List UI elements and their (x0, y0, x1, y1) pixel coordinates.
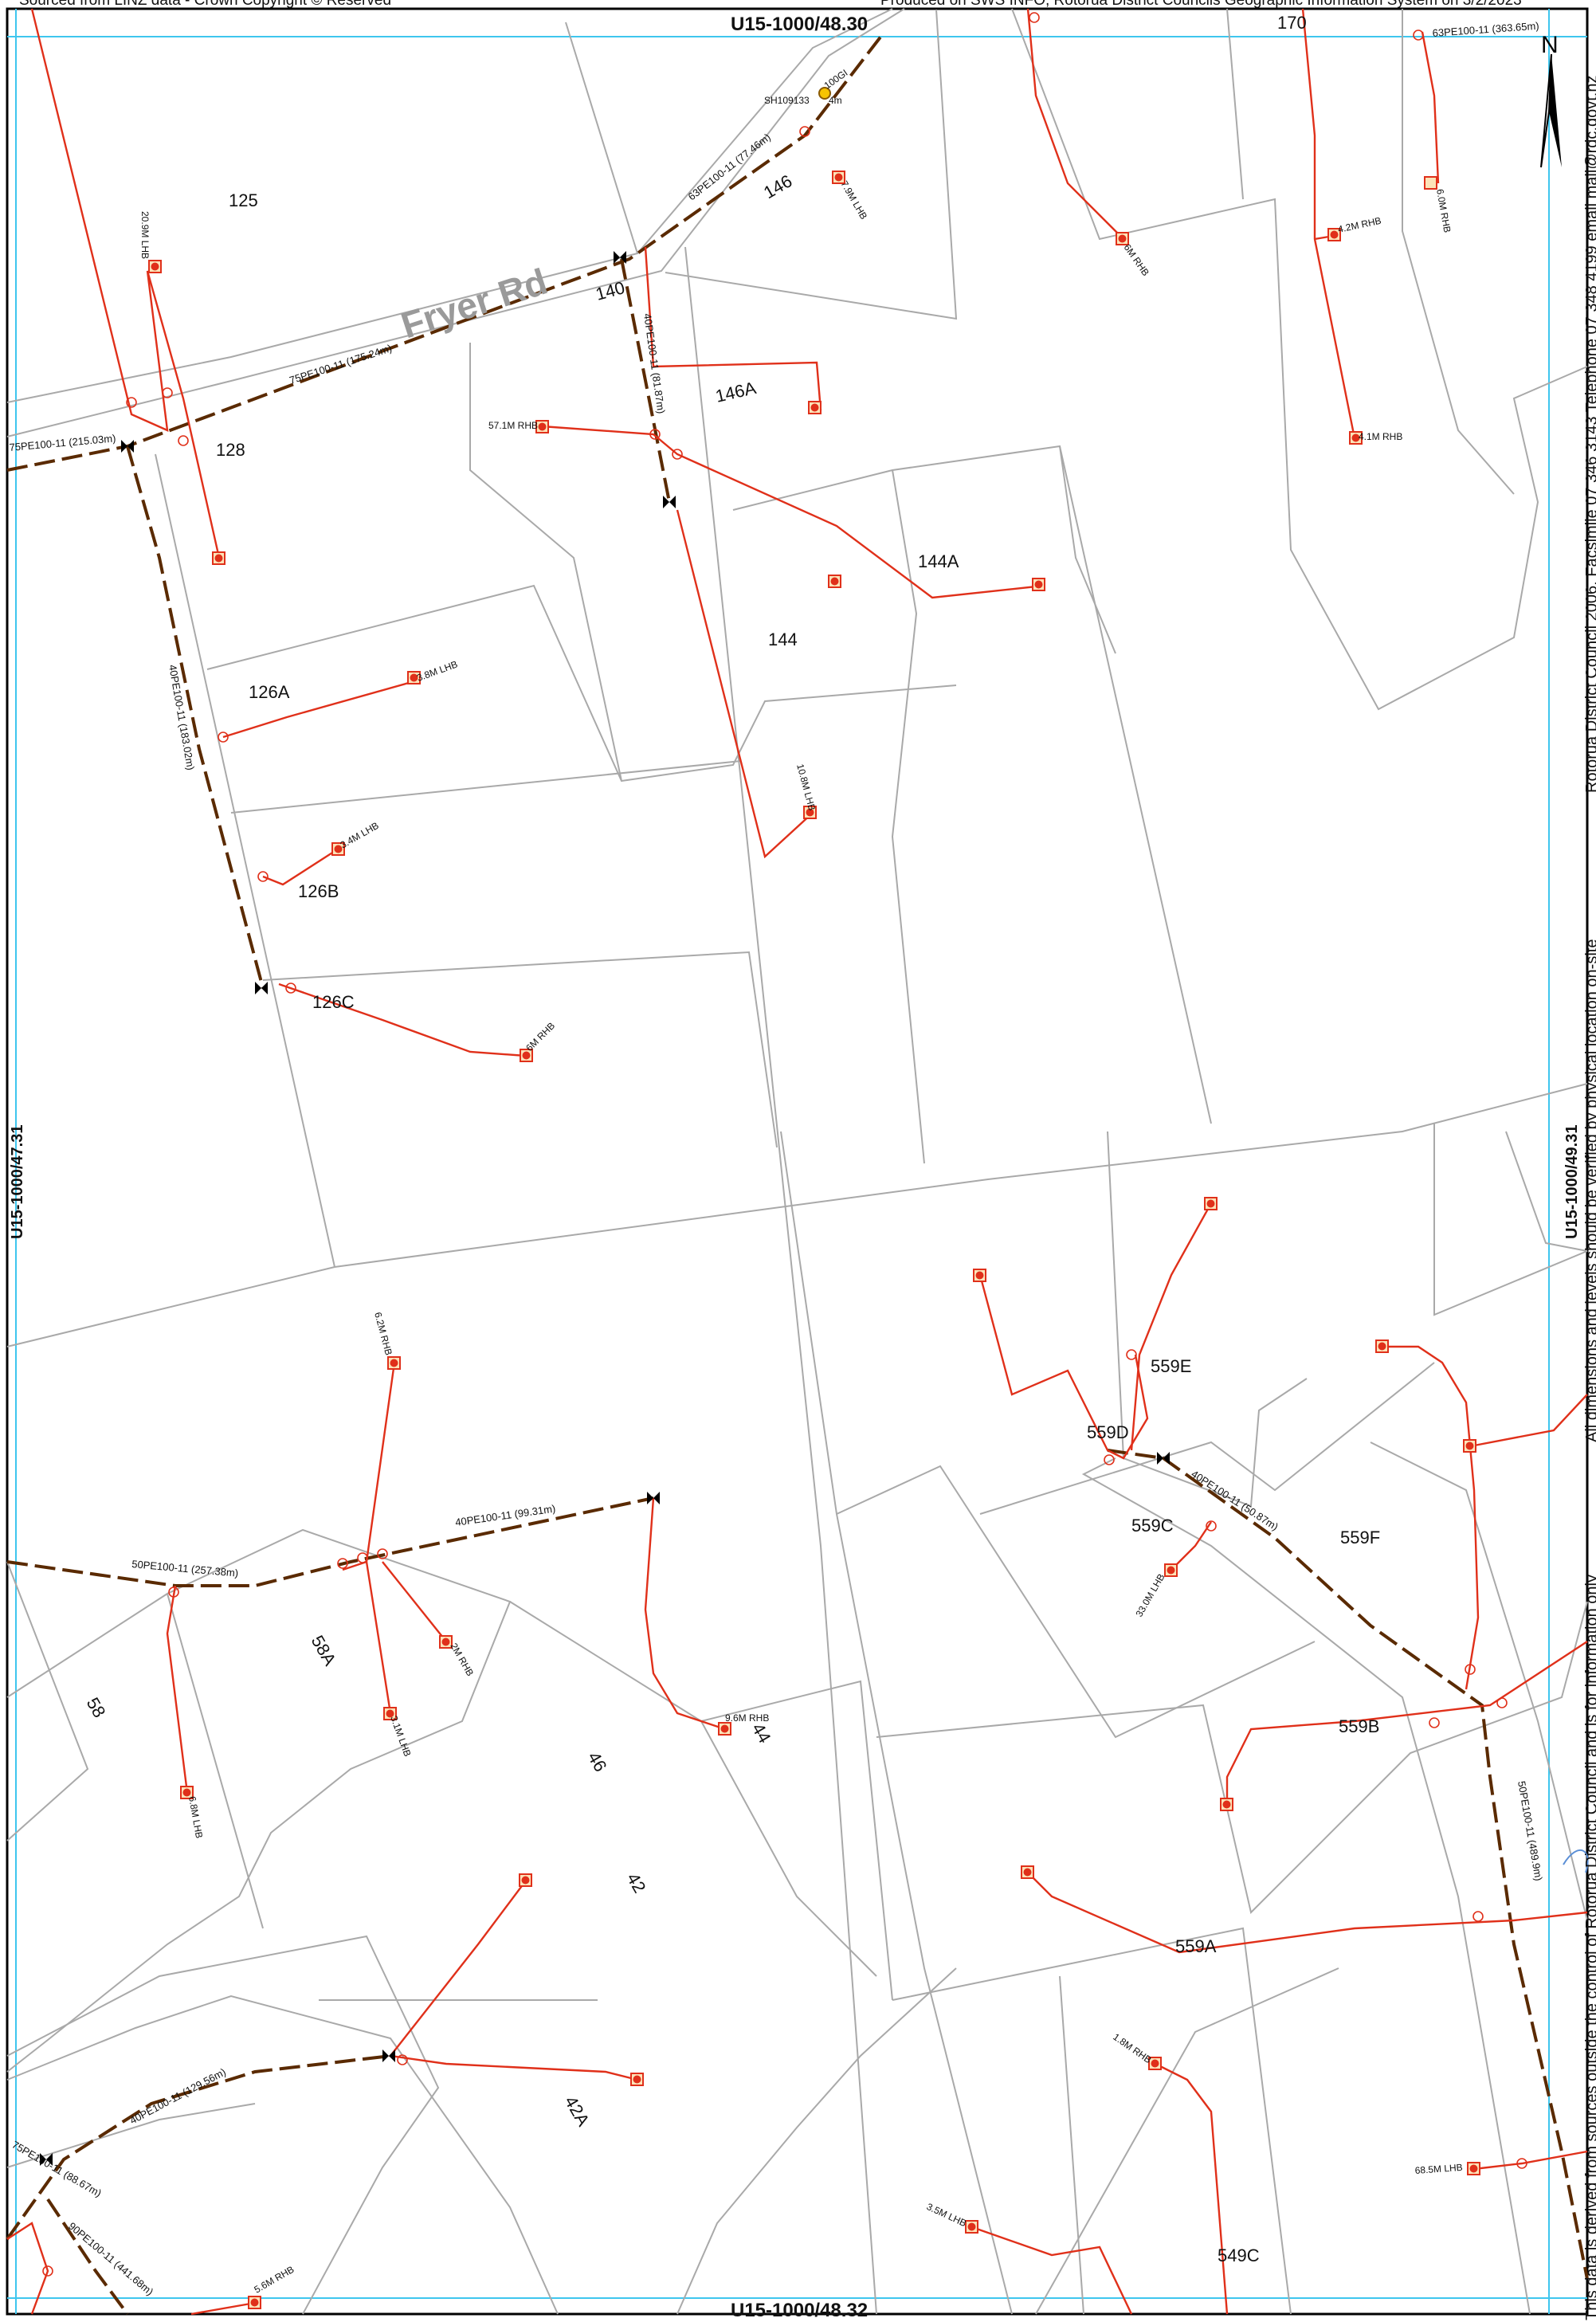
lateral-label: 4.1M RHB (1359, 431, 1402, 442)
valves (40, 251, 1170, 2166)
sheet-ref-bottom: U15-1000/48.32 (731, 2300, 869, 2321)
parcel-label: 128 (216, 440, 245, 460)
copyright-note: Sourced from LINZ data - Crown Copyright… (19, 0, 392, 9)
parcel-boundaries (6, 8, 1588, 2315)
parcel-label: 126C (312, 992, 355, 1012)
parcel-label: 549C (1218, 2246, 1260, 2265)
lateral-label: 57.1M RHB (488, 420, 538, 431)
parcel-label: 144A (918, 551, 959, 571)
disclaimer-source: This data is derived from sources outsid… (1583, 1575, 1596, 2320)
north-label: N (1541, 32, 1559, 58)
produced-note: Produced on SWS INFO, Rotorua District C… (880, 0, 1522, 9)
parcel-label: 559E (1151, 1356, 1191, 1376)
parcel-label: 559A (1175, 1936, 1217, 1956)
parcel-label: 126A (249, 682, 290, 702)
laterals (6, 8, 1588, 2316)
fittings (42, 12, 1527, 2277)
sheet-ref-top: U15-1000/48.30 (731, 14, 869, 35)
parcel-label: 125 (229, 190, 258, 210)
lateral-label: 20.9M LHB (139, 211, 151, 259)
sheet-ref-left: U15-1000/47.31 (9, 1124, 26, 1239)
parcel-label: 170 (1277, 13, 1307, 33)
map-frame (6, 7, 1589, 2316)
disclaimer-verify: All dimensions and levels should be veri… (1583, 939, 1596, 1442)
lateral-label: 68.5M LHB (1414, 2162, 1463, 2176)
disclaimer-contact: Rotorua District Council 2006. Facsimile… (1583, 75, 1596, 793)
hydrant-label: SH109133 (764, 95, 810, 106)
north-arrow-icon: N (1540, 32, 1562, 168)
parcel-label: 144 (768, 630, 798, 649)
grid-lines (7, 9, 1587, 2314)
pipe-fryer-main (6, 30, 886, 472)
parcel-label: 126B (298, 881, 339, 901)
annotation-mark (1563, 1849, 1589, 1873)
meter-boxes (148, 171, 1480, 2309)
parcel-label: 559C (1131, 1516, 1174, 1536)
hydrant-label: 4m (829, 95, 842, 106)
sheet-ref-right: U15-1000/49.31 (1563, 1124, 1581, 1239)
parcel-label: 559B (1339, 1716, 1379, 1736)
lateral-label: 9.6M RHB (725, 1712, 769, 1724)
parcel-label: 559D (1087, 1422, 1129, 1442)
parcel-label: 559F (1340, 1528, 1380, 1547)
hydrant-icon (818, 87, 831, 100)
